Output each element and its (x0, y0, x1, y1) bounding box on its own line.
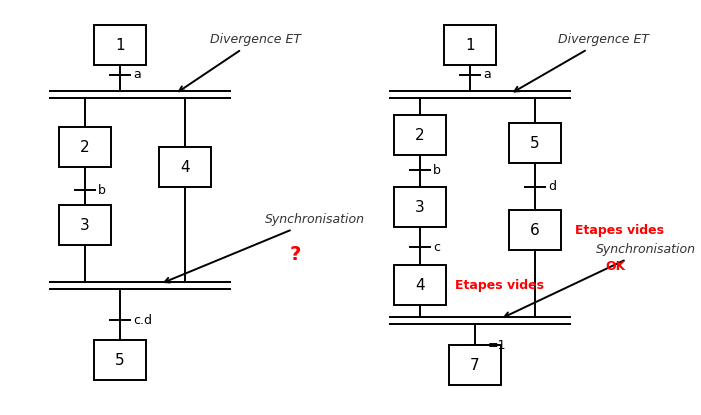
Bar (509, 123, 561, 163)
Text: Divergence ET: Divergence ET (515, 34, 649, 92)
Text: 3: 3 (415, 200, 425, 215)
Text: Synchronisation: Synchronisation (505, 244, 696, 317)
Text: Divergence ET: Divergence ET (179, 34, 301, 91)
Text: d: d (548, 181, 556, 193)
Text: =1: =1 (488, 339, 507, 352)
Bar (394, 115, 446, 155)
Text: c: c (433, 241, 440, 254)
Text: b: b (98, 183, 106, 196)
Bar (159, 147, 211, 187)
Text: 1: 1 (115, 37, 125, 53)
Text: 5: 5 (530, 136, 540, 151)
Text: Synchronisation: Synchronisation (165, 213, 365, 283)
Text: Etapes vides: Etapes vides (455, 278, 544, 291)
Text: 3: 3 (80, 217, 90, 232)
Text: 4: 4 (415, 278, 425, 293)
Text: ?: ? (290, 246, 301, 264)
Text: Etapes vides: Etapes vides (575, 224, 664, 237)
Text: c.d: c.d (133, 313, 152, 327)
Bar (394, 187, 446, 227)
Bar (59, 127, 111, 167)
Text: 2: 2 (80, 139, 90, 154)
Text: 6: 6 (530, 222, 540, 237)
Text: a: a (133, 68, 141, 81)
Bar (94, 340, 146, 380)
Bar (94, 25, 146, 65)
Bar (444, 25, 496, 65)
Text: 1: 1 (465, 37, 475, 53)
Text: 7: 7 (470, 357, 479, 373)
Text: 4: 4 (180, 159, 190, 174)
Text: 2: 2 (415, 127, 425, 142)
Bar (509, 210, 561, 250)
Bar (449, 345, 501, 385)
Text: OK: OK (605, 261, 625, 273)
Text: 5: 5 (115, 352, 125, 368)
Text: a: a (483, 68, 491, 81)
Text: b: b (433, 164, 441, 176)
Bar (394, 265, 446, 305)
Bar (59, 205, 111, 245)
